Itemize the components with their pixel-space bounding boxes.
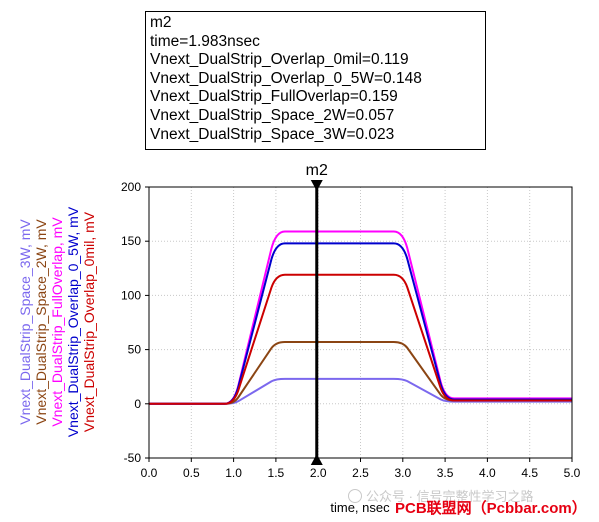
y-axis-series-label: Vnext_DualStrip_Space_2W, mV	[33, 219, 49, 425]
x-tick-label: 0.0	[141, 466, 158, 480]
series-line-1	[149, 341, 572, 405]
x-tick-label: 1.5	[268, 466, 285, 480]
wechat-icon	[348, 489, 362, 503]
x-tick-label: 0.5	[183, 466, 200, 480]
y-tick-label: -50	[124, 451, 142, 465]
y-tick-label: 100	[121, 288, 141, 302]
marker-bottom-triangle-icon	[310, 454, 323, 465]
y-axis-series-label: Vnext_DualStrip_FullOverlap, mV	[49, 217, 65, 427]
series-line-4	[149, 273, 572, 405]
marker-readout-line: Vnext_DualStrip_Overlap_0_5W=0.148	[150, 69, 422, 87]
tick-labels: 0.0 0.5 1.0 1.5 2.0 2.5 3.0 3.5 4.0 4.5 5.0 -50 0 50 1…	[121, 180, 581, 480]
x-tick-label: 2.0	[310, 466, 327, 480]
series-group	[149, 230, 572, 405]
marker-readout-line: Vnext_DualStrip_Space_2W=0.057	[150, 106, 395, 124]
axes	[145, 186, 573, 462]
y-axis-series-label: Vnext_DualStrip_Space_3W, mV	[17, 219, 33, 425]
y-tick-label: 0	[134, 397, 141, 411]
marker-readout-box: m2 time=1.983nsec Vnext_DualStrip_Overlap_…	[145, 11, 486, 150]
marker-readout-line: Vnext_DualStrip_Overlap_0mil=0.119	[150, 51, 409, 69]
x-tick-label: 2.5	[352, 466, 369, 480]
marker-readout-line: Vnext_DualStrip_FullOverlap=0.159	[150, 88, 398, 106]
x-tick-label: 1.0	[225, 466, 242, 480]
y-tick-label: 150	[121, 234, 141, 248]
marker-group: m2	[306, 162, 328, 465]
y-axis-series-label: Vnext_DualStrip_Overlap_0_5W, mV	[65, 206, 81, 437]
y-tick-label: 50	[128, 343, 142, 357]
brand-watermark: PCB联盟网（Pcbbar.com）	[395, 500, 587, 517]
y-axis-series-label: Vnext_DualStrip_Overlap_0mil, mV	[81, 211, 97, 432]
legend-ylabels: Vnext_DualStrip_Space_3W, mV Vnext_DualSt…	[17, 206, 97, 437]
watermark: 公众号 · 信号完整性学习之路	[348, 486, 534, 505]
x-tick-label: 3.0	[394, 466, 411, 480]
marker-top-triangle-icon	[310, 180, 323, 191]
x-tick-label: 5.0	[564, 466, 581, 480]
grid	[148, 186, 573, 459]
marker-readout-line: time=1.983nsec	[150, 32, 260, 50]
marker-readout-line: m2	[150, 14, 172, 31]
x-tick-label: 4.5	[521, 466, 538, 480]
x-axis-label: time, nsec	[330, 500, 390, 515]
x-tick-label: 3.5	[437, 466, 454, 480]
x-tick-label: 4.0	[479, 466, 496, 480]
watermark-text: 公众号 · 信号完整性学习之路	[366, 489, 534, 504]
marker-label: m2	[306, 162, 328, 179]
y-tick-label: 200	[121, 180, 141, 194]
marker-readout-line: Vnext_DualStrip_Space_3W=0.023	[150, 125, 395, 143]
series-line-0	[149, 377, 572, 405]
